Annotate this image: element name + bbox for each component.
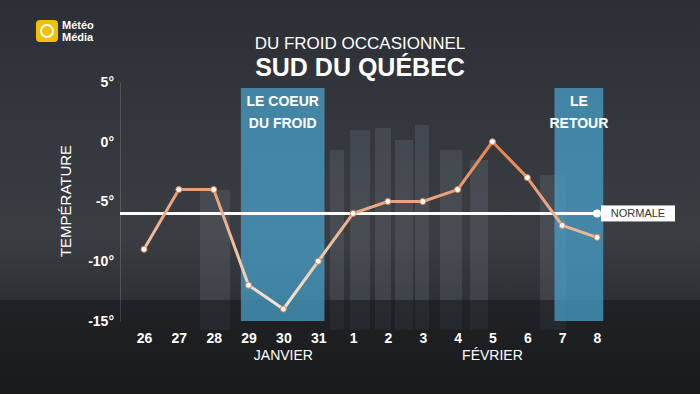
series-point bbox=[559, 222, 565, 228]
y-tick: 5° bbox=[101, 74, 120, 90]
y-axis-line bbox=[120, 83, 121, 322]
plot-area bbox=[120, 139, 600, 312]
title: SUD DU QUÉBEC bbox=[255, 53, 465, 81]
x-tick: 3 bbox=[419, 323, 427, 346]
x-tick: 2 bbox=[385, 323, 393, 346]
x-tick-label: 27 bbox=[172, 330, 188, 346]
x-axis: 26 27 28 29 30 31 1 2 3 4 5 6 7 8 bbox=[137, 323, 602, 346]
series-point bbox=[455, 187, 461, 193]
subtitle: DU FROID OCCASIONNEL bbox=[255, 34, 466, 53]
normal-dot bbox=[593, 209, 601, 217]
month-label: FÉVRIER bbox=[462, 347, 523, 363]
y-tick: -10° bbox=[88, 253, 120, 269]
x-tick: 4 bbox=[454, 323, 462, 346]
x-tick-label: 8 bbox=[594, 330, 602, 346]
normal-label: NORMALE bbox=[611, 207, 665, 219]
building bbox=[375, 128, 391, 330]
y-axis-title: TEMPÉRATURE bbox=[57, 145, 74, 257]
x-tick-label: 30 bbox=[276, 330, 292, 346]
logo-sun bbox=[41, 25, 53, 37]
x-tick: 28 bbox=[206, 323, 222, 346]
series-point bbox=[315, 258, 321, 264]
x-tick-label: 26 bbox=[137, 330, 153, 346]
band-label: LE COEUR bbox=[247, 93, 319, 109]
x-tick-label: 5 bbox=[489, 330, 497, 346]
series-point bbox=[350, 210, 356, 216]
y-tick: 0° bbox=[101, 134, 120, 150]
x-tick: 26 bbox=[137, 323, 153, 346]
y-tick-label: -10° bbox=[88, 253, 114, 269]
logo-icon bbox=[36, 20, 58, 42]
chart: MétéoMédia DU FROID OCCASIONNELSUD DU QUÉ… bbox=[0, 0, 700, 394]
x-tick: 7 bbox=[559, 323, 567, 346]
logo-text: Météo bbox=[62, 19, 94, 31]
y-tick-label: -5° bbox=[96, 193, 114, 209]
band-label: DU FROID bbox=[249, 115, 317, 131]
x-tick-label: 1 bbox=[350, 330, 358, 346]
y-tick-label: 0° bbox=[101, 134, 114, 150]
y-tick: -5° bbox=[96, 193, 120, 209]
series-point bbox=[489, 139, 495, 145]
x-tick-label: 29 bbox=[241, 330, 257, 346]
x-tick-label: 4 bbox=[454, 330, 462, 346]
series-point bbox=[246, 282, 252, 288]
band-label: LE bbox=[570, 93, 588, 109]
series-line bbox=[144, 142, 597, 309]
logo: MétéoMédia bbox=[36, 19, 94, 43]
series-point bbox=[176, 187, 182, 193]
x-tick-label: 31 bbox=[311, 330, 327, 346]
x-tick-label: 28 bbox=[206, 330, 222, 346]
y-tick: -15° bbox=[88, 313, 120, 329]
series-point bbox=[594, 234, 600, 240]
x-tick: 1 bbox=[350, 323, 358, 346]
series-point bbox=[524, 175, 530, 181]
y-tick-label: 5° bbox=[101, 74, 114, 90]
x-tick-label: 3 bbox=[419, 330, 427, 346]
series-point bbox=[420, 199, 426, 205]
month-label: JANVIER bbox=[254, 347, 313, 363]
x-tick: 27 bbox=[172, 323, 188, 346]
band-label: RETOUR bbox=[549, 115, 608, 131]
x-axis-line bbox=[145, 323, 598, 324]
logo-text: Média bbox=[62, 31, 94, 43]
x-tick: 6 bbox=[524, 323, 532, 346]
x-tick-label: 2 bbox=[385, 330, 393, 346]
x-tick: 30 bbox=[276, 323, 292, 346]
series-point bbox=[211, 187, 217, 193]
band bbox=[241, 88, 325, 321]
x-tick: 8 bbox=[594, 323, 602, 346]
y-tick-label: -15° bbox=[88, 313, 114, 329]
normal-label-box bbox=[601, 205, 675, 221]
x-tick-label: 7 bbox=[559, 330, 567, 346]
series-point bbox=[141, 246, 147, 252]
x-tick: 29 bbox=[241, 323, 257, 346]
series-point bbox=[385, 199, 391, 205]
x-tick: 5 bbox=[489, 323, 497, 346]
x-tick: 31 bbox=[311, 323, 327, 346]
normal-label-group: NORMALE bbox=[593, 205, 675, 221]
series-point bbox=[280, 306, 286, 312]
background bbox=[0, 0, 700, 394]
y-axis: 5° 0° -5° -10° -15° bbox=[88, 74, 120, 329]
building bbox=[415, 125, 429, 330]
x-tick-label: 6 bbox=[524, 330, 532, 346]
bands: LE COEUR DU FROID LE RETOUR bbox=[241, 88, 608, 321]
